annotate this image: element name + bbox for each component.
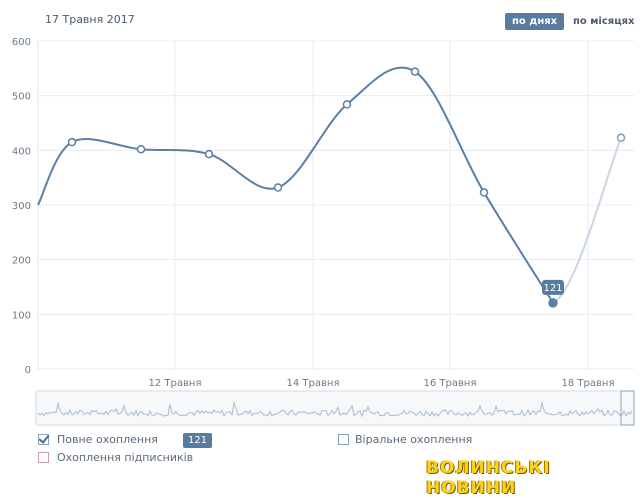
watermark-logo: ВОЛИНСЬКІ НОВИНИ <box>426 458 551 498</box>
reach-chart: 600 500 400 300 200 100 0 12 Травня 14 Травня 16… <box>12 37 635 426</box>
chart-grid <box>37 40 634 370</box>
y-axis-ticks: 600 500 400 300 200 100 0 <box>12 37 31 376</box>
navigator-handle[interactable] <box>620 390 635 426</box>
data-point[interactable] <box>479 188 489 197</box>
y-tick-label: 0 <box>25 365 31 376</box>
y-tick-label: 400 <box>12 146 31 157</box>
subscriber-reach-label: Охоплення підписників <box>57 451 194 464</box>
full-reach-checkbox[interactable] <box>38 434 49 445</box>
x-tick-label: 12 Травня <box>149 378 202 389</box>
series-points <box>67 67 626 308</box>
full-reach-label: Повне охоплення <box>57 433 158 446</box>
x-axis-ticks: 12 Травня 14 Травня 16 Травня 18 Травня <box>149 378 615 389</box>
data-point[interactable] <box>204 149 214 159</box>
y-tick-label: 100 <box>12 310 31 321</box>
y-tick-label: 200 <box>12 256 31 267</box>
date-label: 17 Травня 2017 <box>45 13 135 26</box>
data-point[interactable] <box>273 183 283 192</box>
by-days-button[interactable]: по днях <box>505 13 565 30</box>
series-line-incomplete <box>552 137 622 304</box>
subscriber-reach-checkbox[interactable] <box>38 452 49 463</box>
selected-value-badge: 121 <box>183 433 213 448</box>
navigator-sparkline <box>37 400 633 418</box>
x-tick-label: 18 Травня <box>562 378 615 389</box>
y-tick-label: 300 <box>12 201 31 212</box>
viral-reach-label: Віральне охоплення <box>355 433 473 446</box>
data-point[interactable] <box>548 298 558 308</box>
x-tick-label: 14 Травня <box>287 378 340 389</box>
viral-reach-checkbox[interactable] <box>338 434 349 445</box>
range-navigator[interactable] <box>35 390 635 426</box>
y-tick-label: 500 <box>12 92 31 103</box>
data-point[interactable] <box>616 133 626 143</box>
data-point[interactable] <box>410 67 420 76</box>
series-line <box>37 66 554 304</box>
data-point[interactable] <box>342 100 352 109</box>
by-months-button[interactable]: по місяцях <box>573 16 635 27</box>
y-tick-label: 600 <box>12 37 31 48</box>
tooltip-value: 121 <box>543 283 562 294</box>
value-tooltip: 121 <box>542 279 564 295</box>
data-point[interactable] <box>67 137 77 147</box>
data-point[interactable] <box>136 144 146 154</box>
top-bar: 17 Травня 2017 по днях по місяцях <box>0 0 640 34</box>
x-tick-label: 16 Травня <box>424 378 477 389</box>
